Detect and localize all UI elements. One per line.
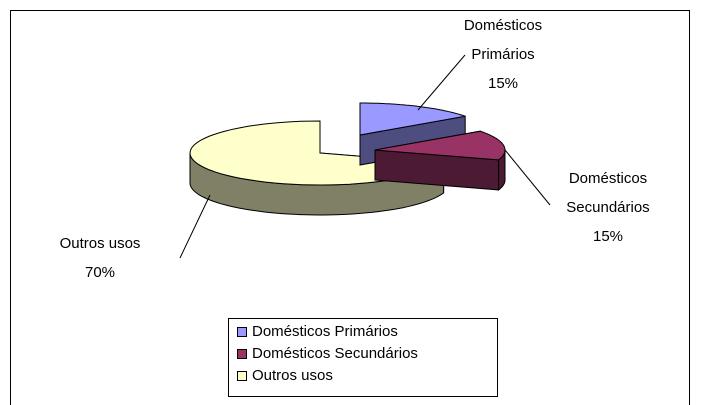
data-label: Outros usos 70% [45,229,155,287]
slice [359,102,466,136]
legend-label: Domésticos Primários [252,323,398,340]
label-value: 70% [84,264,116,281]
label-value: 15% [592,228,624,245]
legend-label: Outros usos [252,367,333,384]
label-category: Domésticos Secundários [566,170,650,216]
data-label: Domésticos Primários 15% [448,11,558,98]
chart-frame [10,10,690,405]
leader-line [417,54,466,111]
legend-swatch [237,327,247,337]
legend-label: Domésticos Secundários [252,345,418,362]
label-category: Domésticos Primários [463,17,543,63]
leader-line [179,194,211,259]
pie [179,54,551,259]
legend-swatch [237,371,247,381]
slice [374,130,506,161]
data-label: Domésticos Secundários 15% [553,164,663,251]
legend [237,327,247,381]
label-value: 15% [487,75,519,92]
label-category: Outros usos [59,235,141,252]
legend-box [228,318,498,397]
legend-swatch [237,349,247,359]
leader-line [504,149,551,206]
